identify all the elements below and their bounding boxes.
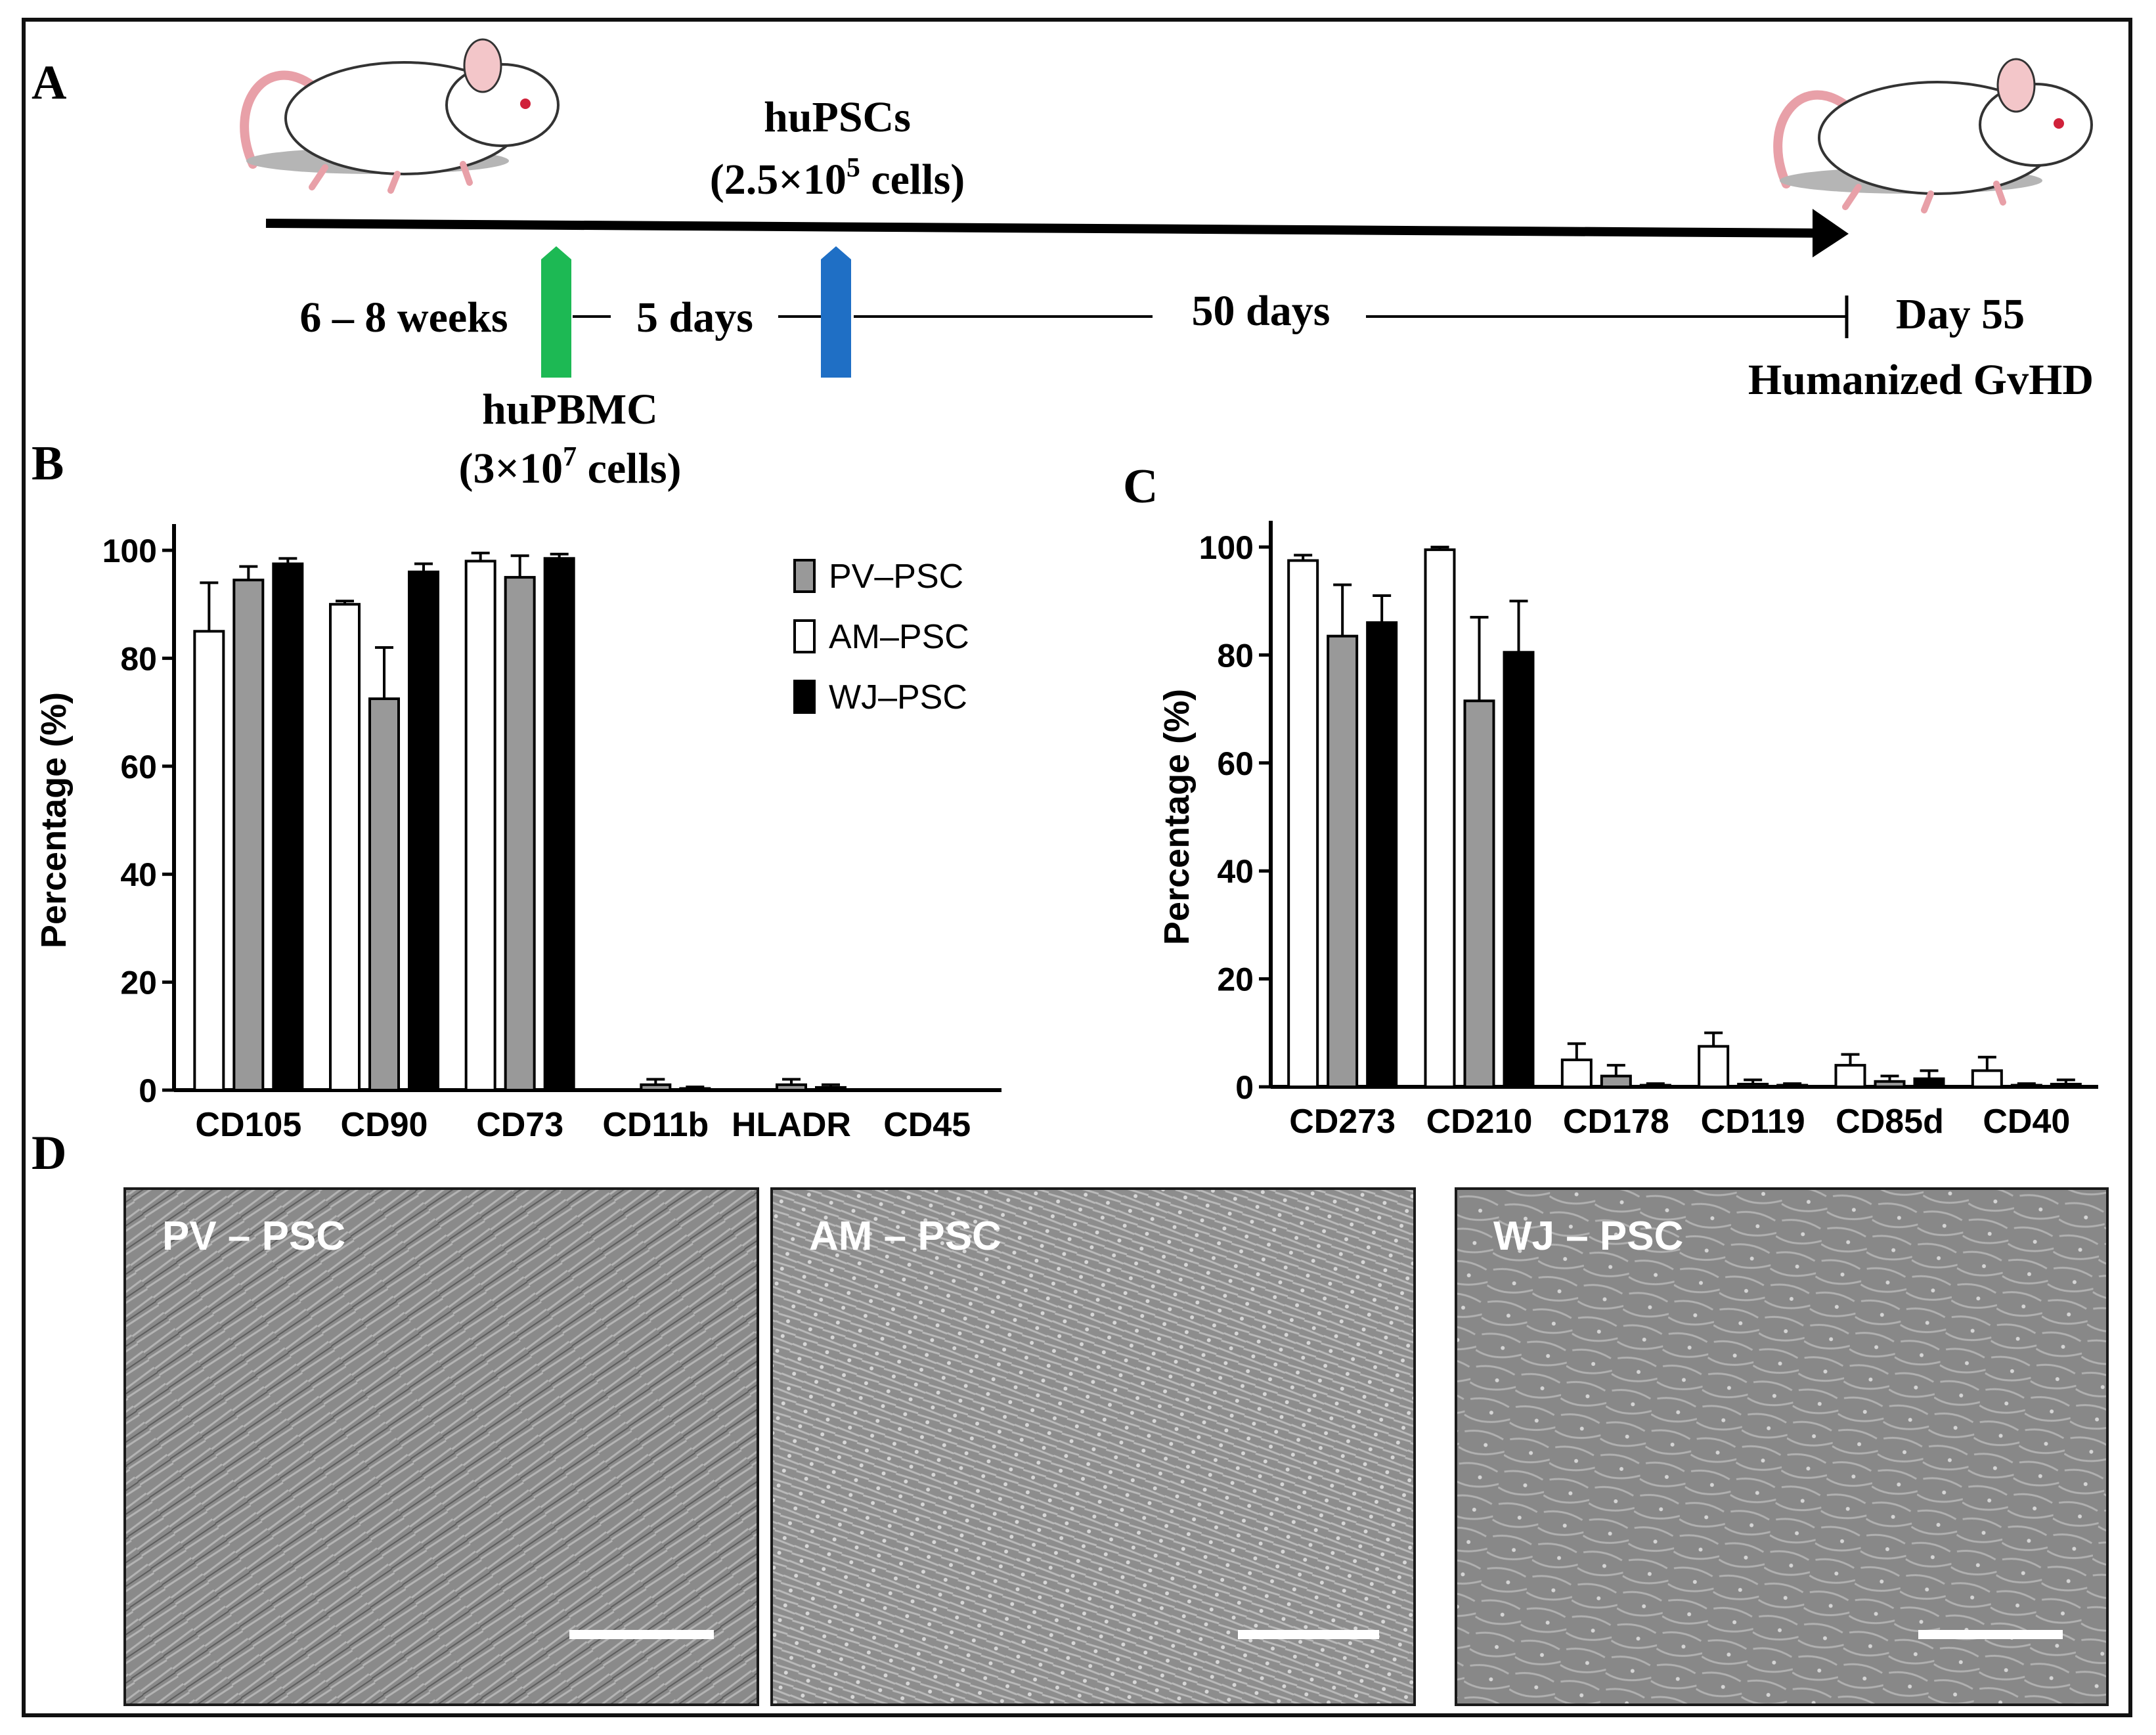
- mouse-illustration-start: [240, 38, 560, 194]
- bar: [1366, 621, 1398, 1088]
- y-tick-label: 80: [120, 640, 157, 677]
- bar: [2050, 1082, 2082, 1089]
- figure-border: [22, 18, 2132, 1717]
- y-tick-label: 100: [1199, 529, 1254, 566]
- interval-2-label: 50 days: [1192, 287, 1331, 335]
- chart-panel-b: 0 20 40 60 80 100 Percentage (%) CD105 CD90 CD73 C…: [34, 524, 1001, 1144]
- bar: [193, 630, 225, 1091]
- bar: [543, 557, 575, 1091]
- legend-label: WJ–PSC: [829, 678, 967, 716]
- panel-letter-c: C: [1123, 460, 1158, 514]
- timeline-arrowhead: [1813, 209, 1849, 257]
- bar: [1287, 559, 1319, 1088]
- legend-swatch: [793, 619, 816, 653]
- x-tick-label: CD11b: [602, 1106, 709, 1144]
- x-tick-label: CD273: [1289, 1103, 1396, 1141]
- bar: [1503, 651, 1535, 1088]
- x-tick-label: CD119: [1701, 1103, 1805, 1141]
- bar: [1834, 1064, 1866, 1088]
- y-tick-label: 20: [1217, 961, 1254, 998]
- x-tick-label: CD105: [195, 1106, 301, 1144]
- micrograph-wj-psc: WJ – PSC: [1455, 1187, 2109, 1706]
- micrograph-texture: [126, 1190, 757, 1703]
- bar: [329, 603, 361, 1091]
- y-axis-label: Percentage (%): [34, 692, 74, 948]
- end-day-label: Day 55: [1896, 290, 2025, 338]
- y-tick-label: 40: [120, 856, 157, 893]
- outcome-label: Humanized GvHD: [1748, 356, 2094, 404]
- chart-panel-c: 0 20 40 60 80 100 Percentage (%) CD273 CD210 CD17…: [1157, 521, 2098, 1141]
- x-tick-label: HLADR: [732, 1106, 851, 1144]
- bar: [679, 1087, 711, 1092]
- legend-label: PV–PSC: [829, 558, 963, 596]
- bar: [272, 562, 304, 1091]
- legend-label: AM–PSC: [829, 618, 969, 656]
- bar: [464, 560, 496, 1091]
- bar: [2010, 1084, 2042, 1089]
- scale-bar: [1918, 1630, 2063, 1639]
- y-tick-label: 20: [120, 965, 157, 1001]
- y-tick-label: 0: [1235, 1069, 1254, 1106]
- micrograph-label: AM – PSC: [809, 1214, 1001, 1259]
- panel-letter-d: D: [32, 1126, 66, 1180]
- psc-injection-arrow: [821, 246, 851, 378]
- hupbmc-label: huPBMC: [482, 385, 658, 433]
- bar: [1560, 1058, 1593, 1089]
- bar: [1874, 1080, 1906, 1089]
- bar: [1424, 548, 1456, 1088]
- x-tick-label: CD210: [1426, 1103, 1533, 1141]
- bar: [1639, 1084, 1671, 1089]
- bar: [504, 576, 536, 1091]
- age-label: 6 – 8 weeks: [299, 294, 508, 341]
- interval-1-label: 5 days: [636, 294, 753, 341]
- hupscs-dose: (2.5×105 cells): [710, 153, 965, 204]
- scale-bar: [569, 1630, 714, 1639]
- y-tick-label: 100: [102, 533, 157, 569]
- pbmc-injection-arrow: [541, 246, 571, 378]
- x-tick-label: CD40: [1983, 1103, 2070, 1141]
- bar: [1327, 634, 1359, 1088]
- bar: [640, 1083, 672, 1092]
- timeline-main-arrow: [265, 219, 1826, 238]
- micrograph-pv-psc: PV – PSC: [123, 1187, 759, 1706]
- scale-bar: [1238, 1630, 1379, 1639]
- micrograph-texture: [1457, 1190, 2106, 1703]
- x-tick-label: CD90: [341, 1106, 428, 1144]
- bar: [1971, 1069, 2003, 1088]
- bar: [1600, 1074, 1632, 1089]
- micrograph-am-psc: AM – PSC: [770, 1187, 1416, 1706]
- bar: [815, 1086, 847, 1092]
- bar: [1463, 699, 1495, 1088]
- bar: [232, 579, 265, 1091]
- hupbmc-dose: (3×107 cells): [458, 442, 681, 493]
- bar: [1698, 1045, 1730, 1088]
- panel-letter-b: B: [32, 437, 64, 491]
- x-tick-label: CD85d: [1836, 1103, 1944, 1141]
- bar: [776, 1083, 807, 1092]
- y-axis-label: Percentage (%): [1157, 689, 1197, 945]
- y-tick-label: 80: [1217, 637, 1254, 674]
- bar: [1913, 1077, 1945, 1089]
- panel-letter-a: A: [32, 56, 66, 110]
- micrograph-texture: [773, 1190, 1413, 1703]
- hupscs-label: huPSCs: [764, 93, 911, 141]
- micrograph-label: PV – PSC: [162, 1214, 346, 1259]
- legend-swatch: [793, 680, 816, 714]
- micrograph-label: WJ – PSC: [1493, 1214, 1684, 1259]
- x-tick-label: CD178: [1563, 1103, 1669, 1141]
- mouse-illustration-end: [1773, 58, 2093, 213]
- legend-swatch: [793, 559, 816, 593]
- y-tick-label: 40: [1217, 853, 1254, 890]
- x-tick-label: CD45: [883, 1106, 971, 1144]
- y-tick-label: 60: [1217, 745, 1254, 782]
- bar: [368, 697, 400, 1092]
- bar: [1776, 1084, 1809, 1089]
- bar: [1737, 1082, 1769, 1089]
- bar: [408, 570, 439, 1091]
- y-tick-label: 0: [139, 1072, 157, 1109]
- x-tick-label: CD73: [476, 1106, 563, 1144]
- y-tick-label: 60: [120, 749, 157, 785]
